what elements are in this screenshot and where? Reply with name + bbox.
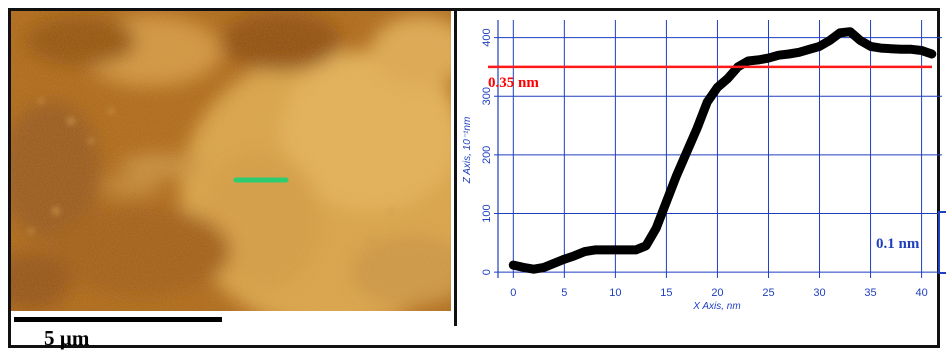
y-axis-label: Z Axis, 10⁻¹nm (462, 117, 473, 185)
panel-divider (454, 8, 457, 326)
annotation-0-1nm: 0.1 nm (876, 236, 920, 252)
x-tick-label: 20 (711, 287, 723, 299)
x-tick-label: 15 (660, 287, 672, 299)
x-tick-label: 10 (609, 287, 621, 299)
x-tick-label: 25 (762, 287, 774, 299)
right-bracket (938, 211, 946, 274)
y-tick-label: 0 (481, 269, 493, 275)
x-tick-label: 5 (561, 287, 567, 299)
y-tick-label: 100 (481, 204, 493, 222)
y-tick-labels: 0 100 200 300 400 (481, 28, 493, 275)
y-tick-label: 200 (481, 146, 493, 164)
y-tick-label: 400 (481, 28, 493, 46)
chart-grid (494, 20, 942, 278)
scale-bar (14, 317, 222, 322)
x-tick-label: 35 (864, 287, 876, 299)
afm-image (11, 11, 451, 311)
profile-curve (508, 27, 937, 274)
x-tick-label: 30 (813, 287, 825, 299)
x-tick-label: 40 (915, 287, 927, 299)
x-axis-label: X Axis, nm (692, 301, 740, 312)
annotation-0-35nm: 0.35 nm (488, 75, 539, 91)
x-tick-label: 0 (510, 287, 516, 299)
x-tick-labels: 0 5 10 15 20 25 30 35 40 (510, 287, 927, 299)
y-tick-label: 300 (481, 87, 493, 105)
scale-bar-label: 5 µm (44, 326, 90, 350)
